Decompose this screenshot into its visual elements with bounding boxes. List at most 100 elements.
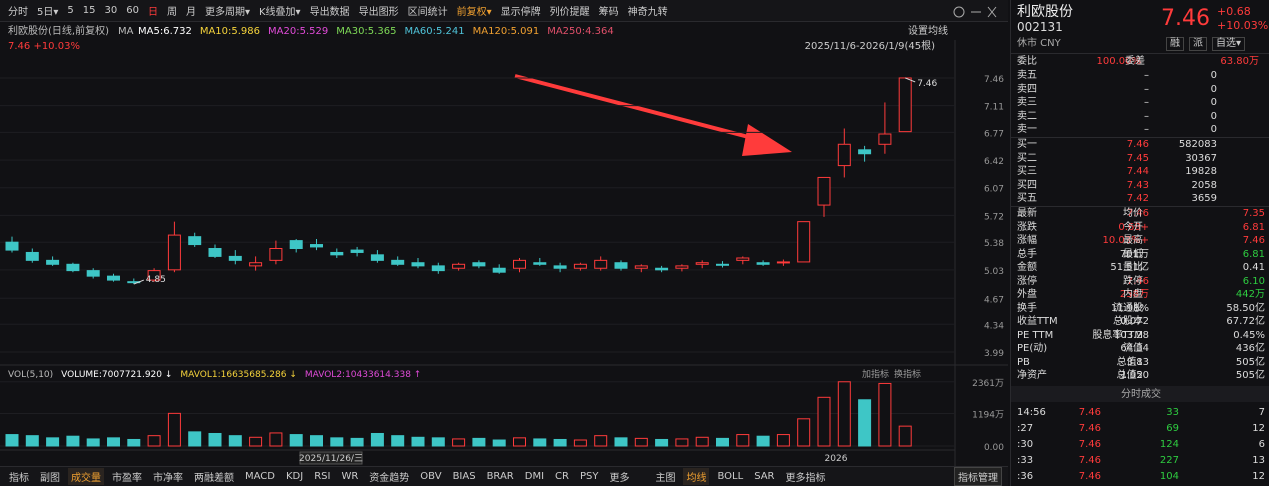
cell: 换手 [1017, 302, 1037, 314]
quote-button[interactable]: 融 [1166, 37, 1184, 51]
volume-bar [614, 437, 628, 447]
toolbar-item[interactable]: 导出图形 [358, 7, 399, 18]
high-pointer [905, 77, 916, 83]
settings[interactable]: 设置均线 [908, 24, 948, 37]
volume-bar [66, 435, 80, 447]
volume-bar [452, 438, 466, 447]
candle-body [147, 270, 161, 281]
x-label: 2025/11/26/三 [299, 454, 363, 464]
change-pct: +10.03% [1217, 19, 1269, 32]
icon[interactable] [971, 6, 997, 18]
candle-body [756, 262, 770, 265]
toolbar-item[interactable]: 导出数据 [309, 7, 350, 18]
volume-bar [269, 432, 283, 447]
tab[interactable]: 副图 [40, 473, 60, 484]
toolbar-item[interactable]: K线叠加▾ [259, 7, 301, 18]
toolbar-item[interactable]: 周 [166, 7, 177, 18]
volume-bar [5, 434, 19, 447]
tab[interactable]: BRAR [486, 471, 514, 482]
toolbar-item[interactable]: 区间统计 [407, 7, 448, 18]
candle-body [228, 255, 242, 261]
toolbar-item[interactable]: 神奇九转 [627, 7, 668, 18]
trades-header-bg [1011, 386, 1269, 402]
tab[interactable]: 资金趋势 [369, 473, 410, 484]
candle-body [675, 265, 689, 269]
candle-body [370, 254, 384, 261]
tab[interactable]: 更多 [609, 473, 630, 484]
chart: 利欧股份(日线,前复权) 7.46 +10.03% 设置均线 2025/11/6… [0, 6, 1008, 466]
toolbar-item[interactable]: 分时 [8, 7, 28, 18]
tab[interactable]: BOLL [717, 471, 744, 482]
volume-bar [411, 436, 425, 447]
toolbar-item[interactable]: 月 [185, 7, 196, 18]
toolbar-item[interactable]: 筹码 [598, 7, 619, 18]
volume-bar [208, 432, 222, 447]
window-icons [953, 6, 997, 18]
tab[interactable]: RSI [314, 471, 331, 482]
toolbar-item[interactable]: 60 [126, 5, 139, 16]
change-text: 7.46 +10.03% [8, 41, 80, 52]
tab[interactable]: 指标管理 [954, 467, 1002, 486]
tab[interactable]: BIAS [452, 471, 476, 482]
candle-body [797, 221, 811, 263]
toolbar-item[interactable]: 15 [82, 5, 96, 16]
toolbar-item[interactable]: 显示停牌 [500, 7, 541, 18]
y-tick-label: 6.07 [984, 185, 1004, 195]
cell: 金额 [1017, 262, 1037, 273]
tab[interactable]: 市盈率 [112, 473, 142, 484]
tab[interactable]: WR [341, 471, 359, 482]
y-tick-label: 5.38 [984, 239, 1004, 249]
toolbar-item[interactable]: 前复权▾ [456, 7, 492, 18]
candle-body [695, 262, 709, 265]
candle-body [553, 265, 567, 269]
candle-body [878, 133, 892, 145]
tab[interactable]: OBV [420, 471, 442, 482]
toolbar-item[interactable]: 更多周期▾ [204, 7, 250, 18]
tab[interactable]: DMI [524, 471, 545, 482]
annotation-arrow [514, 74, 761, 142]
tab[interactable]: KDJ [285, 471, 304, 482]
toolbar-item[interactable]: 5 [67, 5, 74, 16]
tab[interactable]: 两融差额 [194, 473, 234, 484]
candle-body [614, 262, 628, 269]
cell: 买五 [1017, 193, 1037, 204]
ma-value: MA30:5.365 [336, 26, 396, 37]
toolbar-item[interactable]: 30 [104, 5, 118, 16]
candle-body [5, 241, 19, 251]
ma-value: MA20:5.529 [268, 26, 328, 37]
toolbar-item[interactable]: 5日▾ [37, 7, 59, 18]
tab[interactable]: 均线 [683, 468, 710, 485]
tab[interactable]: 指标 [9, 473, 29, 484]
tab[interactable]: MACD [245, 471, 275, 482]
y-tick-label: 6.42 [984, 157, 1004, 167]
tab[interactable]: 市净率 [153, 473, 183, 484]
tab[interactable]: PSY [579, 471, 599, 482]
cell: PE TTM [1017, 329, 1054, 341]
volume-bar [127, 438, 141, 447]
cell: PE(动) [1017, 343, 1048, 354]
volume-bar [25, 435, 39, 447]
tab[interactable]: CR [555, 471, 569, 482]
volume-bar [188, 431, 202, 447]
candle-body [411, 262, 425, 267]
ma-value: MA60:5.241 [404, 26, 464, 37]
toolbar-item[interactable]: 日 [147, 7, 158, 18]
tab[interactable]: 更多指标 [785, 473, 826, 484]
tab[interactable]: 成交量 [68, 468, 104, 485]
cell: 外盘 [1017, 289, 1037, 300]
icon[interactable] [953, 6, 965, 18]
volume-bar [797, 418, 811, 447]
toolbar-item[interactable]: 列价提醒 [549, 7, 590, 18]
cell: 卖四 [1017, 83, 1037, 95]
volume-bar [553, 438, 567, 447]
tab[interactable]: SAR [754, 471, 775, 482]
quote-button[interactable]: 派 [1189, 37, 1207, 51]
cell: 卖五 [1017, 70, 1037, 81]
quote-button[interactable]: 自选▾ [1212, 37, 1246, 51]
vol-tick-label: 0.00 [984, 443, 1004, 453]
vol-tick-label: 1194万 [972, 411, 1004, 421]
tab[interactable]: 主图 [655, 473, 676, 484]
vol-tick-label: 2361万 [972, 379, 1004, 389]
y-tick-label: 5.72 [984, 212, 1004, 222]
cell: 买一 [1017, 139, 1037, 150]
